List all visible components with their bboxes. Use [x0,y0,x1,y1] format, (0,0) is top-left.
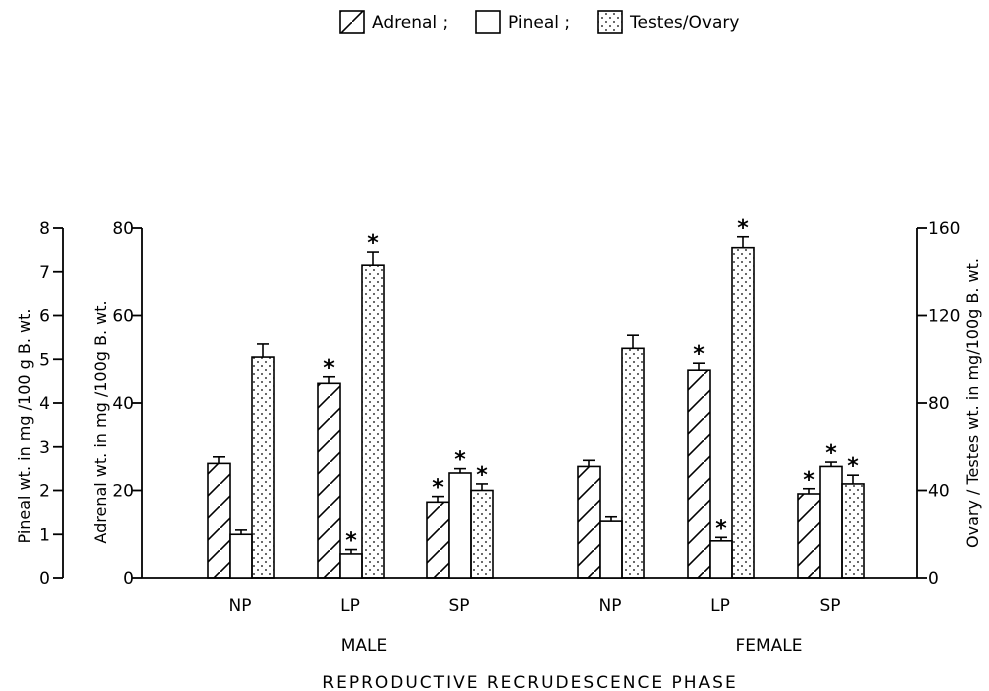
adrenal-bar [797,493,821,579]
adrenal-bar [207,462,231,579]
adrenal-axis-ticks: 0 20 40 60 80 [112,219,142,589]
gonad-bar [251,356,275,579]
gonad-tick-label: 120 [928,307,960,327]
pineal-axis-title: Pineal wt. in mg /100 g B. wt. [15,309,34,544]
category-label: LP [710,596,730,616]
adrenal-tick-label: 0 [123,569,134,589]
gonad-bar [731,246,755,579]
legend-item-adrenal: Adrenal ; [339,10,448,34]
legend-swatch-pineal [475,10,501,34]
adrenal-tick-label: 20 [112,482,134,502]
gonad-bar [841,483,865,579]
group-label-female: FEMALE [735,636,802,656]
gonad-axis-ticks: 0 40 80 120 160 [917,219,960,589]
adrenal-bar [577,465,601,579]
pineal-tick-label: 2 [39,482,50,502]
adrenal-axis-title: Adrenal wt. in mg /100g B. wt. [91,300,110,543]
significance-marker: * [345,529,357,554]
significance-marker: * [476,463,488,488]
adrenal-bar [426,501,450,579]
gonad-axis-title: Ovary / Testes wt. in mg/100g B. wt. [963,258,982,548]
pineal-bar [819,465,843,579]
gonad-bar [361,264,385,579]
gonad-tick-label: 160 [928,219,960,239]
pineal-bar [448,472,472,579]
group-label-male: MALE [341,636,388,656]
gonad-tick-label: 0 [928,569,939,589]
gonad-bar [470,489,494,579]
adrenal-tick-label: 40 [112,394,134,414]
adrenal-bar [687,369,711,579]
gonad-tick-label: 80 [928,394,950,414]
gonad-tick-label: 40 [928,482,950,502]
category-label: NP [599,596,622,616]
significance-marker: * [737,216,749,241]
category-label: SP [819,596,840,616]
pineal-tick-label: 4 [39,394,50,414]
significance-marker: * [803,468,815,493]
pineal-axis-ticks: 0 1 2 3 4 5 6 7 8 [39,219,63,589]
legend-swatch-adrenal [339,10,365,34]
pineal-bar [229,533,253,579]
legend-item-gonad: Testes/Ovary [597,10,739,34]
legend: Adrenal ; Pineal ; Testes/Ovary [339,10,739,34]
pineal-tick-label: 7 [39,263,50,283]
x-axis-title: REPRODUCTIVE RECRUDESCENCE PHASE [322,673,737,691]
pineal-tick-label: 0 [39,569,50,589]
legend-swatch-gonad [597,10,623,34]
pineal-bar [339,553,363,579]
legend-item-pineal: Pineal ; [475,10,570,34]
gonad-bar [621,347,645,579]
pineal-tick-label: 5 [39,350,50,370]
pineal-bar [599,520,623,579]
pineal-tick-label: 3 [39,438,50,458]
adrenal-bar [317,382,341,579]
significance-marker: * [715,516,727,541]
pineal-tick-label: 1 [39,525,50,545]
pineal-bar [709,540,733,579]
significance-marker: * [693,342,705,367]
adrenal-tick-label: 60 [112,307,134,327]
category-label: SP [448,596,469,616]
significance-marker: * [825,441,837,466]
pineal-tick-label: 8 [39,219,50,239]
significance-marker: * [847,454,859,479]
legend-label-adrenal: Adrenal ; [372,13,448,33]
bars: * * * * * * * * * * * * [207,216,865,579]
significance-marker: * [432,476,444,501]
category-label: LP [340,596,360,616]
category-label: NP [229,596,252,616]
significance-marker: * [367,231,379,256]
significance-marker: * [323,356,335,381]
pineal-tick-label: 6 [39,307,50,327]
adrenal-tick-label: 80 [112,219,134,239]
legend-label-pineal: Pineal ; [508,13,570,33]
significance-marker: * [454,448,466,473]
legend-label-gonad: Testes/Ovary [629,13,739,33]
